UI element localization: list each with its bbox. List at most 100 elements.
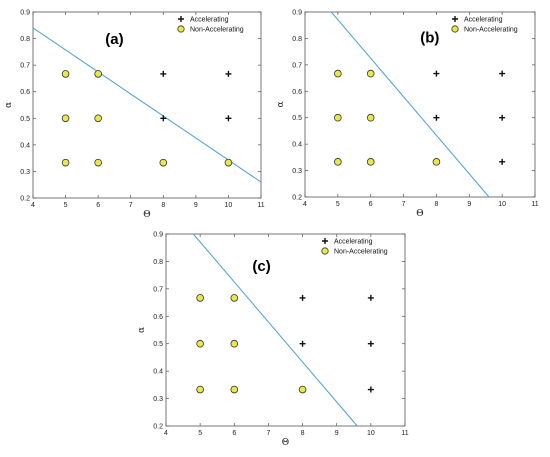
x-tick-label: 4 — [31, 202, 35, 209]
x-tick-label: 4 — [164, 430, 168, 437]
x-tick-label: 9 — [335, 430, 339, 437]
y-tick-label: 0.8 — [153, 259, 163, 266]
y-tick-label: 0.2 — [292, 195, 302, 202]
panel-c: 4 5 6 7 8 9 10 11 0.2 0.3 0.4 0.5 0.6 0.7 0.8 0.9 Θα Acce… — [137, 232, 409, 449]
legend-accelerating-marker — [322, 238, 328, 244]
x-tick-label: 7 — [129, 202, 133, 209]
y-tick-label: 0.6 — [153, 314, 163, 321]
y-tick-label: 0.3 — [20, 169, 30, 176]
panel-label: (a) — [105, 31, 123, 48]
panel-a: 4 5 6 7 8 9 10 11 0.2 0.3 0.4 0.5 0.6 0.7 0.8 0.9 Θα Acce… — [4, 10, 265, 221]
legend-non-accelerating-marker — [321, 247, 329, 255]
legend-non-accelerating-marker — [177, 25, 185, 33]
legend-non-accelerating-label: Non-Accelerating — [190, 27, 244, 34]
non-accelerating-point — [94, 114, 102, 123]
x-axis-label: Θ — [143, 210, 150, 220]
x-axis-label: Θ — [282, 438, 289, 448]
y-tick-label: 0.8 — [20, 36, 30, 43]
x-tick-label: 10 — [367, 430, 375, 437]
non-accelerating-point — [334, 69, 342, 78]
y-axis-label: α — [276, 101, 286, 107]
accelerating-point — [299, 340, 306, 347]
x-tick-label: 8 — [301, 430, 305, 437]
y-tick-label: 0.5 — [20, 116, 30, 123]
legend-accelerating-marker — [452, 16, 458, 22]
panel-label: (b) — [420, 29, 439, 46]
x-tick-label: 4 — [303, 201, 307, 208]
accelerating-point — [299, 294, 306, 301]
non-accelerating-point — [196, 339, 204, 348]
non-accelerating-point — [366, 158, 375, 166]
accelerating-point — [367, 294, 374, 301]
accelerating-point — [499, 158, 506, 165]
non-accelerating-point — [94, 70, 102, 78]
y-tick-label: 0.4 — [292, 142, 302, 149]
non-accelerating-point — [94, 158, 102, 167]
x-tick-label: 8 — [434, 201, 438, 208]
plot-frame — [165, 233, 406, 427]
accelerating-point — [499, 114, 506, 121]
legend-non-accelerating-label: Non-Accelerating — [464, 27, 518, 34]
decision-boundary-line — [192, 234, 358, 426]
y-tick-label: 0.2 — [153, 424, 163, 431]
x-tick-label: 9 — [194, 202, 198, 209]
accelerating-point — [499, 70, 506, 77]
non-accelerating-point — [334, 113, 342, 122]
x-tick-label: 6 — [96, 202, 100, 209]
plot-frame — [304, 11, 536, 198]
y-tick-label: 0.4 — [20, 142, 30, 149]
y-tick-label: 0.7 — [153, 286, 163, 293]
non-accelerating-point — [61, 158, 70, 167]
x-tick-label: 11 — [257, 202, 264, 209]
x-tick-label: 11 — [531, 201, 538, 208]
y-tick-label: 0.8 — [292, 36, 302, 43]
x-tick-label: 5 — [336, 201, 340, 208]
legend-accelerating-label: Accelerating — [334, 239, 373, 246]
y-axis-label: α — [137, 327, 147, 333]
y-tick-label: 0.9 — [292, 10, 302, 17]
decision-boundary-line — [330, 12, 490, 197]
x-tick-label: 9 — [467, 201, 471, 208]
legend-accelerating-label: Accelerating — [464, 17, 503, 24]
x-tick-label: 6 — [232, 430, 236, 437]
non-accelerating-point — [298, 385, 307, 394]
accelerating-point — [433, 70, 440, 77]
legend-non-accelerating-label: Non-Accelerating — [334, 249, 388, 256]
non-accelerating-point — [230, 385, 239, 394]
y-tick-label: 0.9 — [20, 10, 30, 17]
y-tick-label: 0.6 — [292, 89, 302, 96]
x-tick-label: 7 — [402, 201, 406, 208]
x-tick-label: 10 — [498, 201, 506, 208]
accelerating-point — [367, 340, 374, 347]
x-tick-label: 7 — [266, 430, 270, 437]
x-tick-label: 8 — [161, 202, 165, 209]
non-accelerating-point — [61, 114, 70, 123]
y-tick-label: 0.5 — [153, 341, 163, 348]
x-tick-label: 5 — [198, 430, 202, 437]
non-accelerating-point — [366, 69, 375, 78]
non-accelerating-point — [432, 158, 441, 166]
y-axis-label: α — [4, 102, 14, 108]
x-tick-label: 5 — [64, 202, 68, 209]
x-tick-label: 10 — [225, 202, 233, 209]
y-tick-label: 0.3 — [292, 168, 302, 175]
non-accelerating-point — [196, 385, 204, 394]
y-tick-label: 0.7 — [20, 63, 30, 70]
y-tick-label: 0.9 — [153, 232, 163, 239]
non-accelerating-point — [366, 113, 375, 122]
legend-accelerating-marker — [178, 16, 184, 22]
x-tick-label: 6 — [369, 201, 373, 208]
y-tick-label: 0.4 — [153, 369, 163, 376]
legend-non-accelerating-marker — [451, 25, 459, 33]
non-accelerating-point — [230, 339, 239, 348]
panel-label: (c) — [252, 258, 270, 275]
accelerating-point — [367, 386, 374, 393]
y-tick-label: 0.3 — [153, 396, 163, 403]
accelerating-point — [433, 114, 440, 121]
panel-b: 4 5 6 7 8 9 10 11 0.2 0.3 0.4 0.5 0.6 0.7 0.8 0.9 Θα Acce… — [276, 10, 539, 220]
accelerating-point — [160, 115, 167, 122]
decision-boundary-line — [33, 27, 261, 183]
non-accelerating-point — [61, 70, 70, 78]
non-accelerating-point — [230, 294, 239, 302]
y-tick-label: 0.6 — [20, 89, 30, 96]
